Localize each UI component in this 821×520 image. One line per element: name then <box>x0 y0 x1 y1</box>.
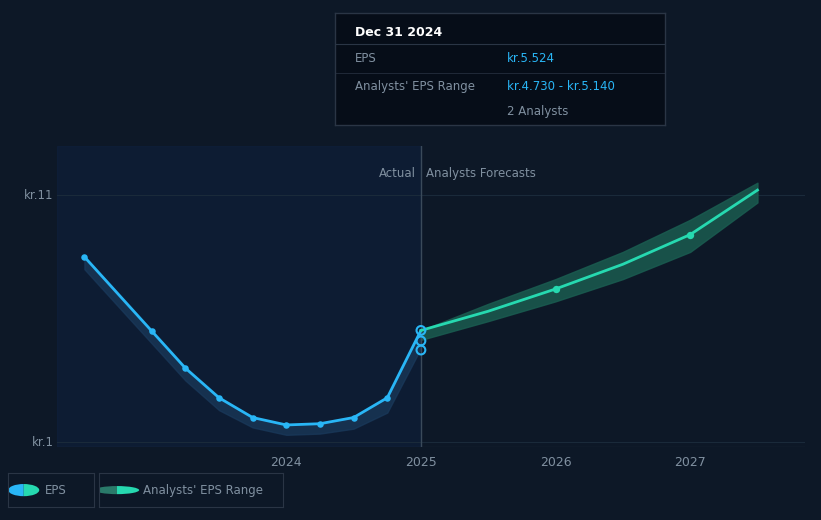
Point <box>684 230 697 239</box>
Point <box>415 326 428 334</box>
Text: Dec 31 2024: Dec 31 2024 <box>355 27 442 40</box>
Text: EPS: EPS <box>355 52 377 65</box>
Point <box>179 364 192 372</box>
Text: kr.4.730 - kr.5.140: kr.4.730 - kr.5.140 <box>507 80 614 93</box>
Point <box>213 394 226 402</box>
Wedge shape <box>95 486 117 494</box>
Text: kr.5.524: kr.5.524 <box>507 52 555 65</box>
Point <box>246 413 259 422</box>
Point <box>415 337 428 345</box>
Point <box>381 394 394 402</box>
Text: 2 Analysts: 2 Analysts <box>507 105 568 118</box>
Text: EPS: EPS <box>44 484 67 497</box>
Wedge shape <box>117 486 140 494</box>
Wedge shape <box>8 484 24 496</box>
Text: Analysts' EPS Range: Analysts' EPS Range <box>143 484 263 497</box>
Point <box>415 346 428 354</box>
Point <box>314 420 327 428</box>
Text: Analysts Forecasts: Analysts Forecasts <box>426 167 536 180</box>
Point <box>347 413 360 422</box>
Point <box>549 285 562 293</box>
Point <box>280 421 293 429</box>
Text: Actual: Actual <box>378 167 415 180</box>
Text: kr.11: kr.11 <box>25 189 53 202</box>
Bar <box>57 146 421 447</box>
Text: Analysts' EPS Range: Analysts' EPS Range <box>355 80 475 93</box>
Text: kr.1: kr.1 <box>32 436 53 449</box>
Point <box>78 253 91 261</box>
Point <box>145 327 158 335</box>
Wedge shape <box>24 484 39 496</box>
